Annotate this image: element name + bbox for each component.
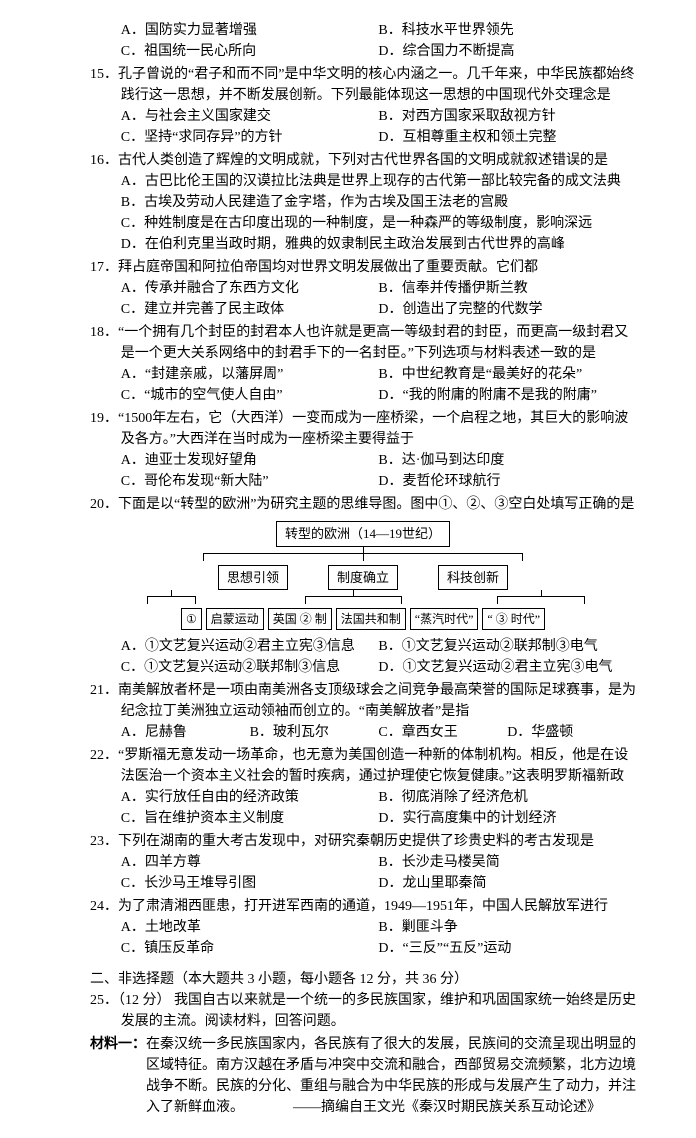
- q18-opt-b: B．中世纪教育是“最美好的花朵”: [378, 364, 636, 385]
- q23-opt-a: A．四羊方尊: [121, 852, 379, 873]
- q20-opt-c: C．①文艺复兴运动②联邦制③信息: [121, 657, 379, 678]
- q23-opt-d: D．龙山里耶秦简: [378, 873, 636, 894]
- q16-opt-d: D．在伯利克里当政时期，雅典的奴隶制民主政治发展到古代世界的高峰: [90, 234, 636, 255]
- q17-opt-d: D．创造出了完整的代数学: [378, 299, 636, 320]
- diagram-leaf-4: 法国共和制: [336, 608, 406, 630]
- q22-opt-a: A．实行放任自由的经济政策: [121, 787, 379, 808]
- diagram-head-1: 思想引领: [218, 565, 288, 591]
- q18-opt-d: D．“我的附庸的附庸不是我的附庸”: [378, 385, 636, 406]
- q21-opt-a: A．尼赫鲁: [121, 722, 250, 743]
- q15-opt-b: B．对西方国家采取敌视方针: [378, 106, 636, 127]
- q17-opt-a: A．传承并融合了东西方文化: [121, 278, 379, 299]
- q15-stem: 15．孔子曾说的“君子和而不同”是中华文明的核心内涵之一。几千年来，中华民族都始…: [90, 64, 636, 106]
- q24-stem: 24．为了肃清湘西匪患，打开进军西南的通道，1949—1951年，中国人民解放军…: [90, 896, 636, 917]
- q24-opt-d: D．“三反”“五反”运动: [378, 938, 636, 959]
- q18: 18．“一个拥有几个封臣的封君本人也许就是更高一等级封君的封臣，而更高一级封君又…: [90, 322, 636, 406]
- q16: 16．古代人类创造了辉煌的文明成就，下列对古代世界各国的文明成就叙述错误的是 A…: [90, 150, 636, 255]
- q17: 17．拜占庭帝国和阿拉伯帝国均对世界文明发展做出了重要贡献。它们都 A．传承并融…: [90, 257, 636, 320]
- q19-opt-b: B．达·伽马到达印度: [378, 450, 636, 471]
- q17-opt-b: B．信奉并传播伊斯兰教: [378, 278, 636, 299]
- diagram-leaf-1: ①: [181, 608, 202, 630]
- diagram-head-2: 制度确立: [328, 565, 398, 591]
- q22-opt-c: C．旨在维护资本主义制度: [121, 808, 379, 829]
- q14-opt-a: A．国防实力显著增强: [121, 20, 379, 41]
- q21-opt-c: C．章西女王: [378, 722, 507, 743]
- diagram-leaf-5: “蒸汽时代”: [410, 608, 479, 630]
- q20-opt-a: A．①文艺复兴运动②君主立宪③信息: [121, 636, 379, 657]
- q14-opt-b: B．科技水平世界领先: [378, 20, 636, 41]
- diagram-leaf-6: “ ③ 时代”: [482, 608, 545, 630]
- q24: 24．为了肃清湘西匪患，打开进军西南的通道，1949—1951年，中国人民解放军…: [90, 896, 636, 959]
- diagram-leaf-3: 英国 ② 制: [268, 608, 332, 630]
- q20-stem: 20．下面是以“转型的欧洲”为研究主题的思维导图。图中①、②、③空白处填写正确的…: [90, 494, 636, 515]
- q19-stem: 19．“1500年左右，它（大西洋）一变而成为一座桥梁，一个启程之地，其巨大的影…: [90, 408, 636, 450]
- q21-stem: 21．南美解放者杯是一项由南美洲各支顶级球会之间竞争最高荣誉的国际足球赛事，是为…: [90, 680, 636, 722]
- q20: 20．下面是以“转型的欧洲”为研究主题的思维导图。图中①、②、③空白处填写正确的…: [90, 494, 636, 678]
- q19-opt-a: A．迪亚士发现好望角: [121, 450, 379, 471]
- material-1: 材料一：在秦汉统一多民族国家内，各民族有了很大的发展，民族间的交流呈现出明显的区…: [90, 1034, 636, 1118]
- q19-opt-c: C．哥伦布发现“新大陆”: [121, 471, 379, 492]
- q19-opt-d: D．麦哲伦环球航行: [378, 471, 636, 492]
- q20-opt-d: D．①文艺复兴运动②君主立宪③电气: [378, 657, 636, 678]
- q25: 25．（12 分） 我国自古以来就是一个统一的多民族国家，维护和巩固国家统一始终…: [90, 990, 636, 1032]
- q18-opt-c: C．“城市的空气使人自由”: [121, 385, 379, 406]
- diagram-title: 转型的欧洲（14—19世纪）: [276, 521, 450, 547]
- q15-opt-c: C．坚持“求同存异”的方针: [121, 127, 379, 148]
- material-1-label: 材料一：: [90, 1037, 146, 1052]
- q24-opt-b: B．剿匪斗争: [378, 917, 636, 938]
- q16-opt-a: A．古巴比伦王国的汉谟拉比法典是世界上现存的古代第一部比较完备的成文法典: [90, 171, 636, 192]
- q21-opt-b: B．玻利瓦尔: [250, 722, 379, 743]
- q22-opt-b: B．彻底消除了经济危机: [378, 787, 636, 808]
- q22: 22．“罗斯福无意发动一场革命，也无意为美国创造一种新的体制机构。相反，他是在设…: [90, 745, 636, 829]
- material-1-text: 在秦汉统一多民族国家内，各民族有了很大的发展，民族间的交流呈现出明显的区域特征。…: [146, 1037, 636, 1115]
- q20-opt-b: B．①文艺复兴运动②联邦制③电气: [378, 636, 636, 657]
- q25-stem: 25．（12 分） 我国自古以来就是一个统一的多民族国家，维护和巩固国家统一始终…: [90, 990, 636, 1032]
- q14-opt-d: D．综合国力不断提高: [378, 41, 636, 62]
- q19: 19．“1500年左右，它（大西洋）一变而成为一座桥梁，一个启程之地，其巨大的影…: [90, 408, 636, 492]
- q15-opt-d: D．互相尊重主权和领土完整: [378, 127, 636, 148]
- q17-stem: 17．拜占庭帝国和阿拉伯帝国均对世界文明发展做出了重要贡献。它们都: [90, 257, 636, 278]
- diagram-head-3: 科技创新: [438, 565, 508, 591]
- diagram-leaf-2: 启蒙运动: [206, 608, 264, 630]
- q24-opt-c: C．镇压反革命: [121, 938, 379, 959]
- q24-opt-a: A．土地改革: [121, 917, 379, 938]
- q18-stem: 18．“一个拥有几个封臣的封君本人也许就是更高一等级封君的封臣，而更高一级封君又…: [90, 322, 636, 364]
- q22-opt-d: D．实行高度集中的计划经济: [378, 808, 636, 829]
- q23-opt-c: C．长沙马王堆导引图: [121, 873, 379, 894]
- q16-stem: 16．古代人类创造了辉煌的文明成就，下列对古代世界各国的文明成就叙述错误的是: [90, 150, 636, 171]
- q21: 21．南美解放者杯是一项由南美洲各支顶级球会之间竞争最高荣誉的国际足球赛事，是为…: [90, 680, 636, 743]
- q17-opt-c: C．建立并完善了民主政体: [121, 299, 379, 320]
- q22-stem: 22．“罗斯福无意发动一场革命，也无意为美国创造一种新的体制机构。相反，他是在设…: [90, 745, 636, 787]
- q14-opt-c: C．祖国统一民心所向: [121, 41, 379, 62]
- q23: 23．下列在湖南的重大考古发现中，对研究秦朝历史提供了珍贵史料的考古发现是 A．…: [90, 831, 636, 894]
- q16-opt-c: C．种姓制度是在古印度出现的一种制度，是一种森严的等级制度，影响深远: [90, 213, 636, 234]
- part2-title: 二、非选择题（本大题共 3 小题，每小题各 12 分，共 36 分）: [90, 969, 636, 990]
- q14-options: A．国防实力显著增强 B．科技水平世界领先 C．祖国统一民心所向 D．综合国力不…: [90, 20, 636, 62]
- q18-opt-a: A．“封建亲戚，以藩屏周”: [121, 364, 379, 385]
- q15-opt-a: A．与社会主义国家建交: [121, 106, 379, 127]
- q15: 15．孔子曾说的“君子和而不同”是中华文明的核心内涵之一。几千年来，中华民族都始…: [90, 64, 636, 148]
- q23-stem: 23．下列在湖南的重大考古发现中，对研究秦朝历史提供了珍贵史料的考古发现是: [90, 831, 636, 852]
- q20-diagram: 转型的欧洲（14—19世纪） 思想引领 制度确立 科技创新: [90, 521, 636, 630]
- q16-opt-b: B．古埃及劳动人民建造了金字塔，作为古埃及国王法老的宫殿: [90, 192, 636, 213]
- q21-opt-d: D．华盛顿: [507, 722, 636, 743]
- q23-opt-b: B．长沙走马楼吴简: [378, 852, 636, 873]
